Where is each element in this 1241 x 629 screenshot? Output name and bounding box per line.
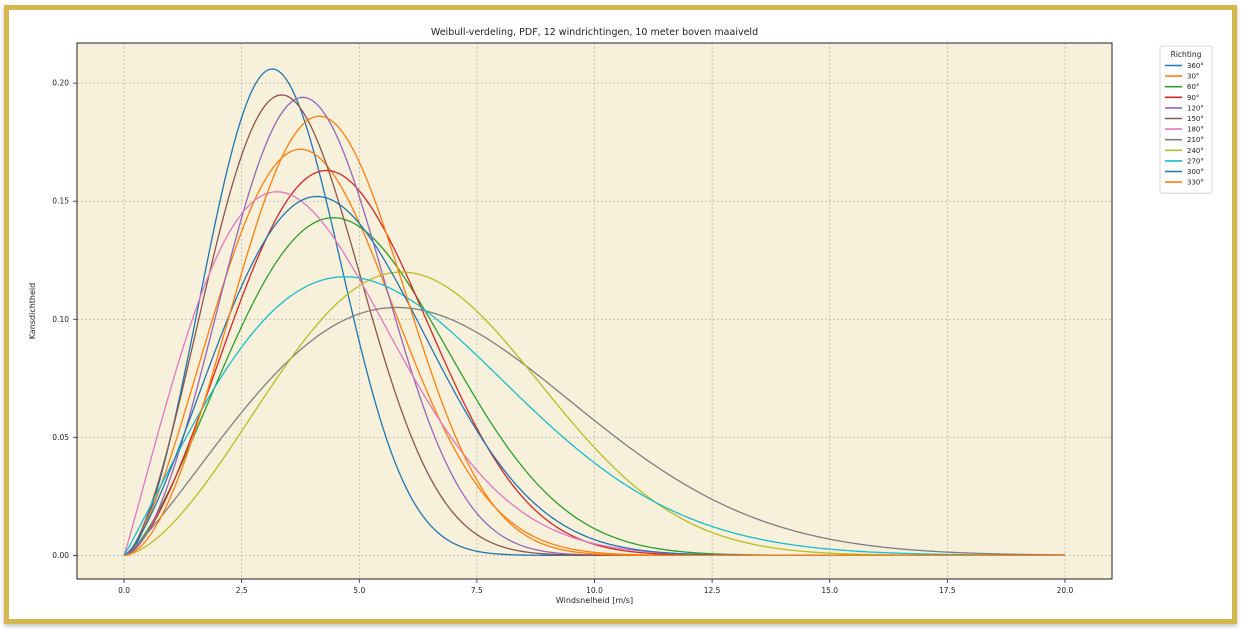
series-line	[123, 306, 1065, 556]
legend-item: 120°	[1165, 104, 1204, 112]
y-tick-label: 0.20	[52, 79, 69, 88]
axes: 0.0 2.5 5.0 7.5 10.0 12.5 15.0 17.5 20.0 0.00 0.05…	[52, 79, 1073, 595]
legend-item: 360°	[1165, 62, 1204, 70]
legend-item: 240°	[1165, 147, 1204, 155]
x-tick-label: 17.5	[939, 586, 956, 595]
x-axis-label: Windsnelheid [m/s]	[556, 596, 633, 605]
series-line	[123, 115, 1065, 557]
legend-label: 120°	[1187, 104, 1204, 112]
x-tick-label: 0.0	[118, 586, 130, 595]
legend-items: 360° 30° 60° 90° 120° 150° 180° 210° 240° 270° 300…	[1165, 62, 1204, 187]
x-tick-label: 2.5	[236, 586, 248, 595]
x-tick-label: 20.0	[1057, 586, 1074, 595]
legend-label: 330°	[1187, 179, 1204, 187]
legend-label: 60°	[1187, 83, 1199, 91]
legend-box	[1159, 45, 1213, 194]
legend-item: 270°	[1165, 157, 1204, 165]
chart-frame: 0.0 2.5 5.0 7.5 10.0 12.5 15.0 17.5 20.0 0.00 0.05…	[4, 5, 1237, 624]
series-line	[123, 276, 1065, 556]
chart-title: Weibull-verdeling, PDF, 12 windrichtinge…	[431, 27, 758, 38]
legend-label: 30°	[1187, 73, 1199, 81]
legend-label: 240°	[1187, 147, 1204, 155]
legend-label: 150°	[1187, 115, 1204, 123]
weibull-chart: 0.0 2.5 5.0 7.5 10.0 12.5 15.0 17.5 20.0 0.00 0.05…	[28, 27, 1213, 605]
legend-item: 90°	[1165, 94, 1199, 102]
x-tick-label: 12.5	[704, 586, 721, 595]
y-tick-label: 0.00	[52, 551, 69, 560]
legend-item: 60°	[1165, 83, 1199, 91]
legend-label: 180°	[1187, 126, 1204, 134]
x-tick-label: 15.0	[821, 586, 838, 595]
legend-label: 210°	[1187, 136, 1204, 144]
legend-label: 300°	[1187, 168, 1204, 176]
legend-item: 180°	[1165, 126, 1204, 134]
x-tick-label: 10.0	[586, 586, 603, 595]
y-axis-label: Kansdichtheid	[28, 283, 37, 339]
x-tick-label: 7.5	[471, 586, 483, 595]
legend-label: 90°	[1187, 94, 1199, 102]
x-tick-label: 5.0	[353, 586, 365, 595]
legend-item: 30°	[1165, 73, 1199, 81]
legend-item: 300°	[1165, 168, 1204, 176]
y-tick-label: 0.05	[52, 433, 69, 442]
legend-item: 210°	[1165, 136, 1204, 144]
legend-item: 330°	[1165, 179, 1204, 187]
legend-label: 270°	[1187, 157, 1204, 165]
legend-label: 360°	[1187, 62, 1204, 70]
series-lines	[123, 68, 1065, 557]
legend: Richting 360° 30° 60° 90° 120° 150° 180° 210° 24…	[1159, 45, 1213, 194]
legend-title: Richting	[1171, 50, 1202, 59]
legend-item: 150°	[1165, 115, 1204, 123]
y-tick-label: 0.10	[52, 315, 69, 324]
y-tick-label: 0.15	[52, 197, 69, 206]
